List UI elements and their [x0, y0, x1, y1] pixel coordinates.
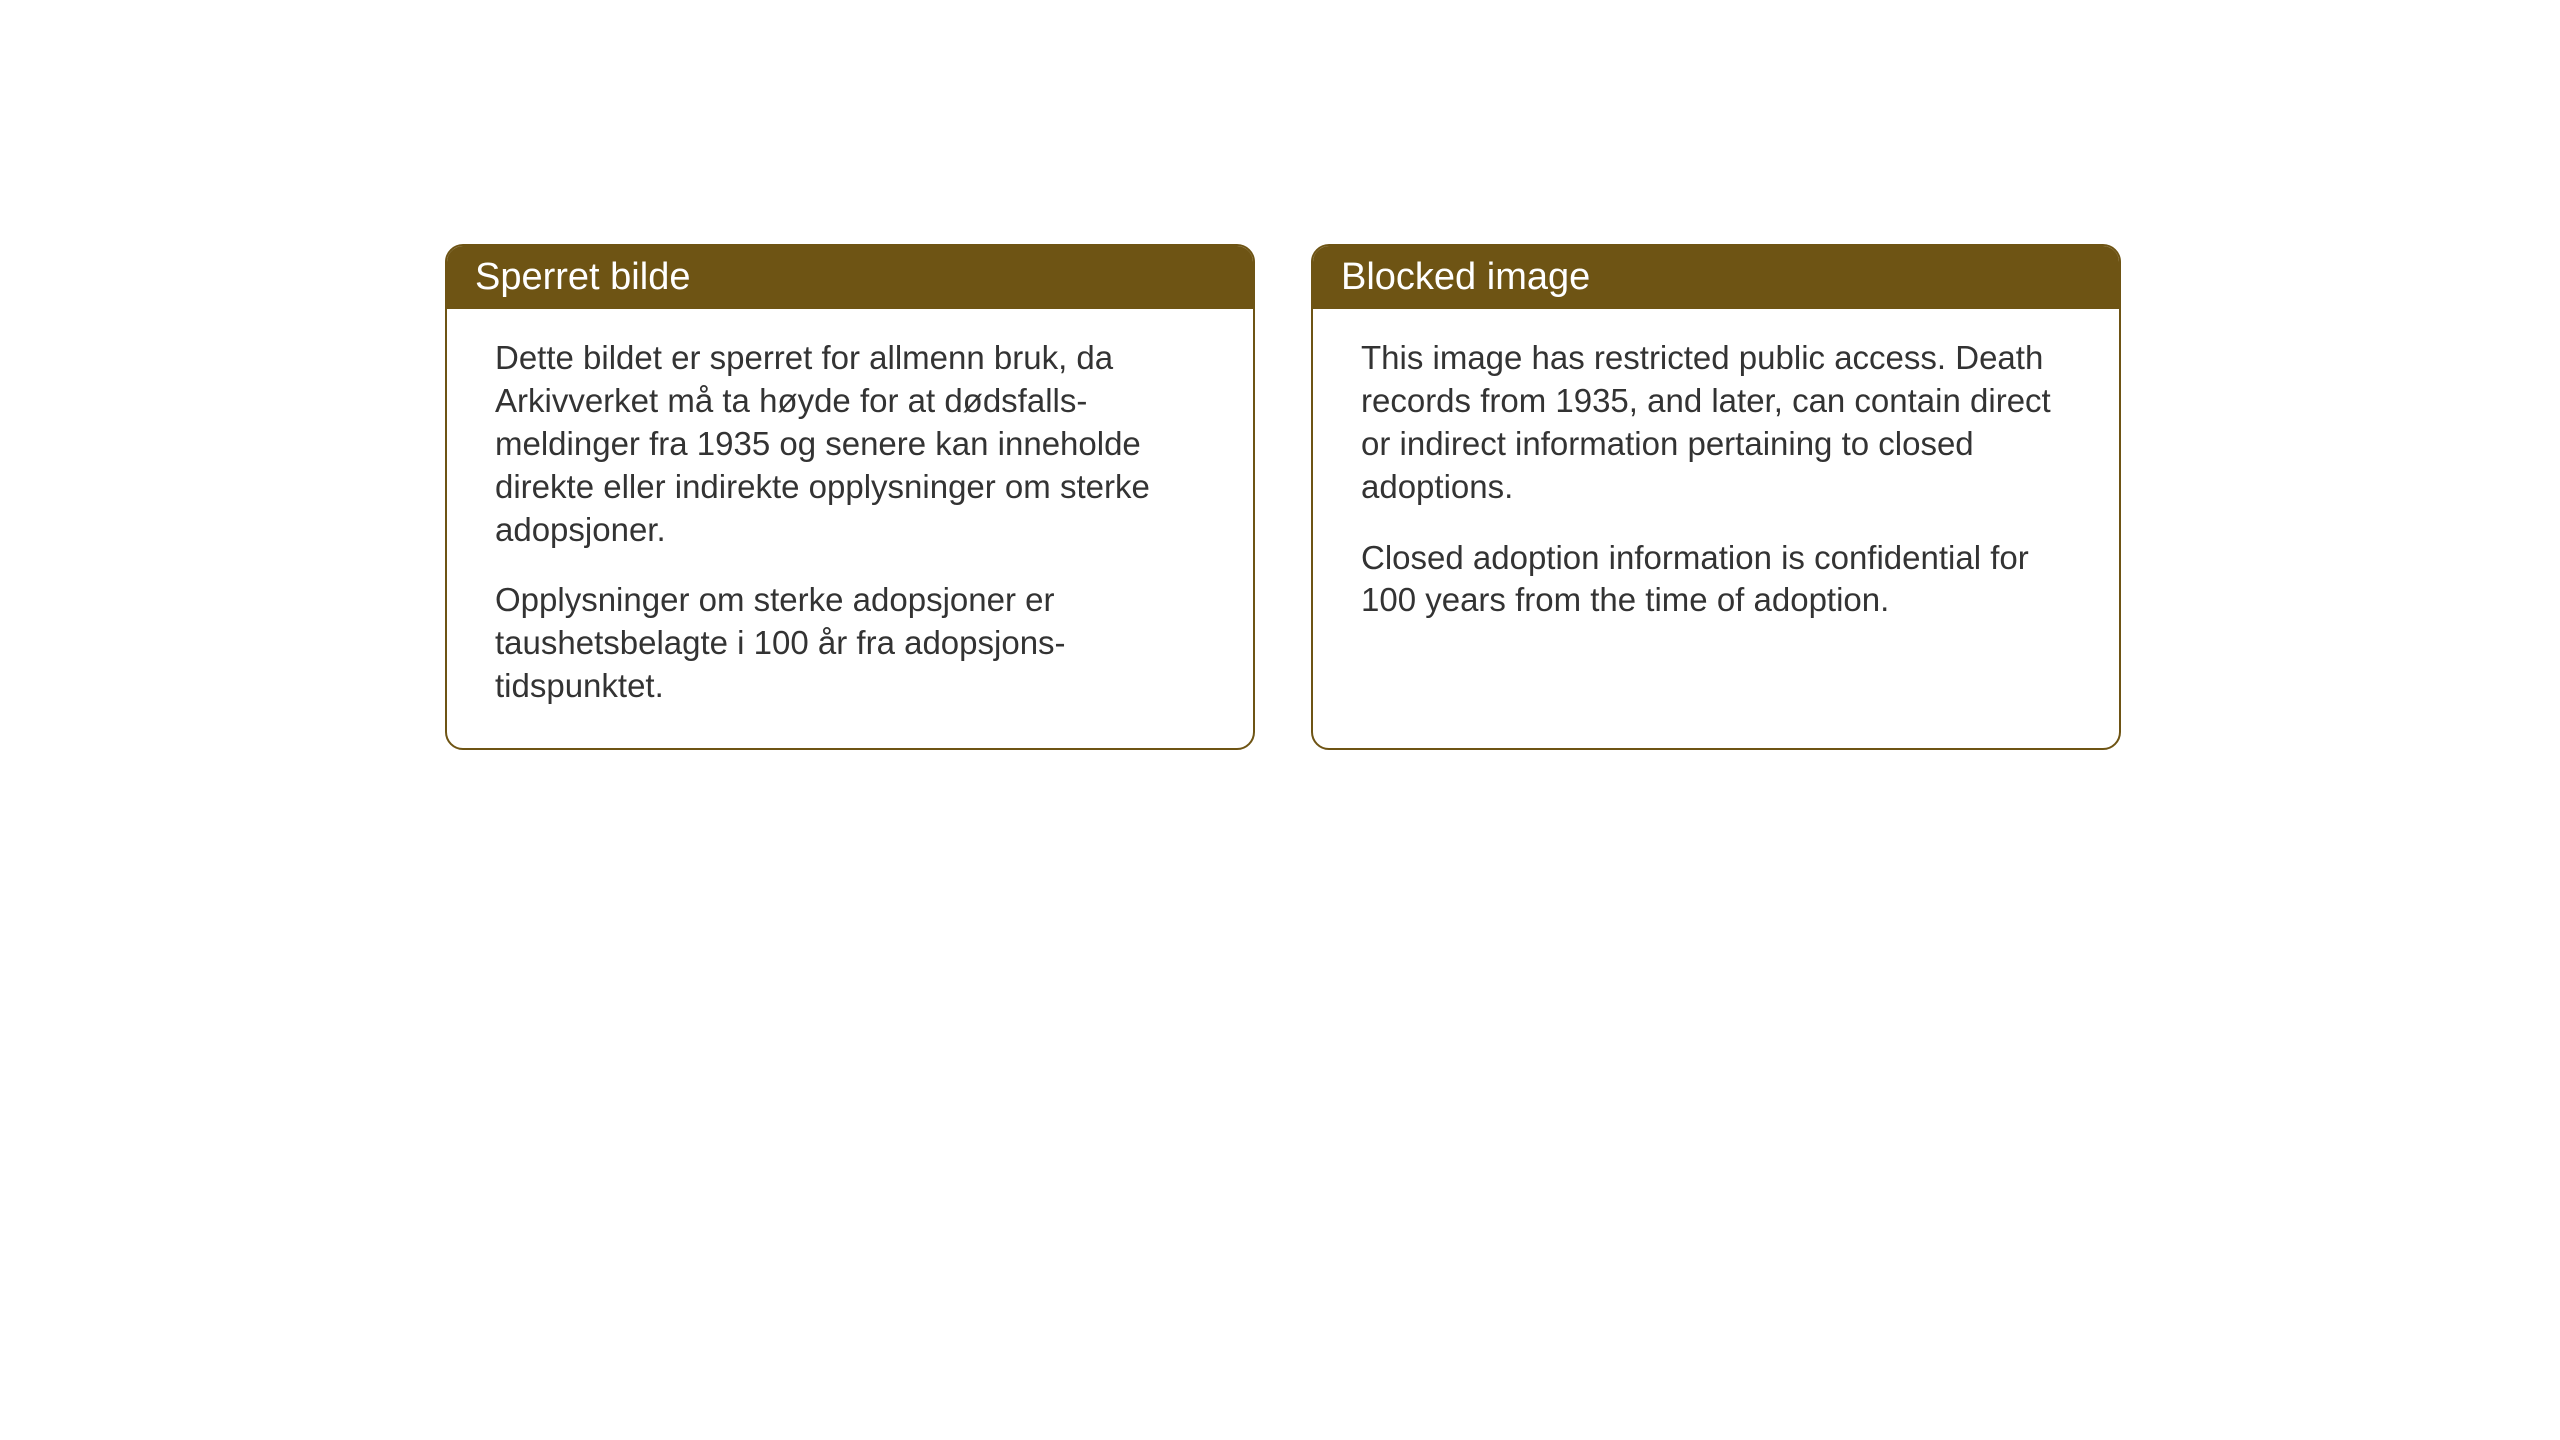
card-title: Sperret bilde — [475, 256, 690, 298]
card-paragraph: Opplysninger om sterke adopsjoner er tau… — [495, 579, 1205, 708]
card-body-norwegian: Dette bildet er sperret for allmenn bruk… — [447, 309, 1253, 748]
card-title: Blocked image — [1341, 256, 1590, 298]
card-paragraph: Dette bildet er sperret for allmenn bruk… — [495, 337, 1205, 551]
card-paragraph: This image has restricted public access.… — [1361, 337, 2071, 509]
card-header-norwegian: Sperret bilde — [447, 246, 1253, 309]
card-paragraph: Closed adoption information is confident… — [1361, 537, 2071, 623]
notice-container: Sperret bilde Dette bildet er sperret fo… — [445, 244, 2121, 750]
notice-card-english: Blocked image This image has restricted … — [1311, 244, 2121, 750]
card-body-english: This image has restricted public access.… — [1313, 309, 2119, 712]
card-header-english: Blocked image — [1313, 246, 2119, 309]
notice-card-norwegian: Sperret bilde Dette bildet er sperret fo… — [445, 244, 1255, 750]
